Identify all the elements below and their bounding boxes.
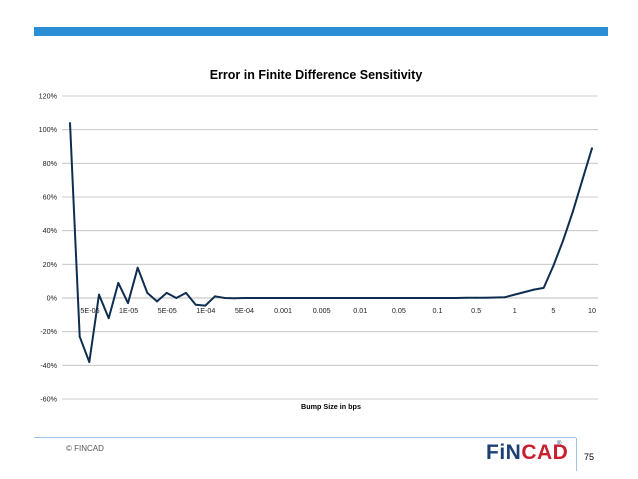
data-point	[484, 296, 487, 299]
logo-text-fin: FiN	[486, 441, 522, 464]
data-point	[214, 295, 216, 298]
data-point	[571, 211, 574, 214]
y-tick-labels: 120% 100% 80% 60% 40% 20% 0% -20% -40% -60%	[39, 92, 58, 404]
y-tick-label: 40%	[43, 226, 58, 235]
data-point	[98, 293, 100, 296]
x-tick-label: 0.5	[471, 306, 481, 315]
logo-text-cad: CAD	[521, 441, 569, 464]
x-tick-label: 0.005	[313, 306, 331, 315]
data-point	[388, 297, 390, 299]
data-point	[581, 179, 584, 182]
data-point	[436, 297, 439, 299]
footer-separator	[576, 438, 577, 471]
data-point	[185, 292, 187, 294]
x-tick-label: 5E-06	[80, 306, 99, 315]
x-tick-label: 5E-05	[158, 306, 177, 315]
data-point	[533, 288, 535, 291]
data-point	[513, 293, 516, 296]
data-point	[243, 297, 245, 299]
data-point	[455, 297, 458, 299]
x-tick-label: 5E-04	[235, 306, 254, 315]
copyright-text: © FINCAD	[66, 444, 104, 453]
x-tick-label: 5	[551, 306, 555, 315]
top-accent-band	[34, 27, 608, 36]
data-point	[262, 297, 265, 299]
data-point	[359, 297, 361, 299]
data-point	[407, 297, 410, 299]
data-point	[223, 297, 226, 299]
data-point	[552, 265, 555, 267]
data-point	[349, 297, 352, 299]
y-tick-label: 80%	[43, 159, 58, 168]
data-point	[301, 297, 303, 299]
x-tick-label: 0.001	[274, 306, 292, 315]
data-point	[378, 297, 381, 299]
x-tick-label: 0.05	[392, 306, 406, 315]
y-tick-label: 0%	[47, 294, 58, 303]
x-axis-label: Bump Size in bps	[301, 402, 361, 411]
data-point	[417, 297, 419, 299]
y-tick-label: 100%	[39, 125, 58, 134]
y-tick-label: 120%	[39, 92, 58, 101]
y-tick-label: 60%	[43, 193, 58, 202]
x-tick-label: 10	[588, 306, 596, 315]
data-point	[165, 292, 168, 294]
data-point	[107, 317, 110, 320]
y-tick-label: -40%	[40, 361, 57, 370]
data-point	[446, 297, 448, 299]
data-point	[69, 122, 71, 124]
data-point	[252, 297, 255, 299]
data-point	[475, 296, 477, 299]
data-point	[320, 297, 323, 299]
data-point	[204, 304, 207, 307]
data-point	[117, 281, 120, 284]
series-layer	[69, 122, 593, 363]
data-point	[146, 292, 149, 294]
fincad-logo: FiNCAD	[486, 441, 568, 465]
chart-title: Error in Finite Difference Sensitivity	[210, 68, 423, 82]
y-tick-label: -60%	[40, 395, 57, 404]
data-point	[156, 300, 158, 303]
data-point	[562, 239, 564, 242]
data-point	[523, 291, 526, 294]
x-tick-labels: 5E-06 1E-05 5E-05 1E-04 5E-04 0.001 0.005 0.01 0…	[80, 306, 596, 315]
y-tick-label: -20%	[40, 327, 57, 336]
data-point	[330, 297, 332, 299]
data-point	[310, 297, 313, 299]
data-point	[78, 335, 81, 338]
data-point	[542, 287, 545, 289]
data-point	[281, 297, 284, 299]
data-point	[88, 361, 91, 363]
data-point	[591, 147, 593, 150]
data-point	[465, 296, 468, 299]
x-tick-label: 1E-04	[196, 306, 215, 315]
data-point	[397, 297, 400, 299]
data-point	[368, 297, 371, 299]
x-tick-label: 0.1	[433, 306, 443, 315]
series-line	[69, 122, 593, 363]
data-point	[494, 296, 497, 299]
data-point	[426, 297, 429, 299]
page-number: 75	[584, 452, 595, 462]
data-point	[504, 296, 506, 299]
data-point	[291, 297, 294, 299]
footer-divider	[34, 437, 576, 438]
data-point	[136, 266, 139, 269]
data-point	[233, 297, 236, 300]
x-tick-label: 1E-05	[119, 306, 138, 315]
gridlines	[62, 95, 598, 400]
x-tick-label: 1	[513, 306, 517, 315]
data-point	[339, 297, 342, 299]
data-point	[194, 303, 197, 306]
y-tick-label: 20%	[43, 260, 58, 269]
data-point	[272, 297, 274, 299]
data-point	[127, 302, 129, 304]
data-point	[175, 297, 178, 299]
registered-mark: ®	[557, 441, 562, 447]
x-tick-label: 0.01	[353, 306, 367, 315]
